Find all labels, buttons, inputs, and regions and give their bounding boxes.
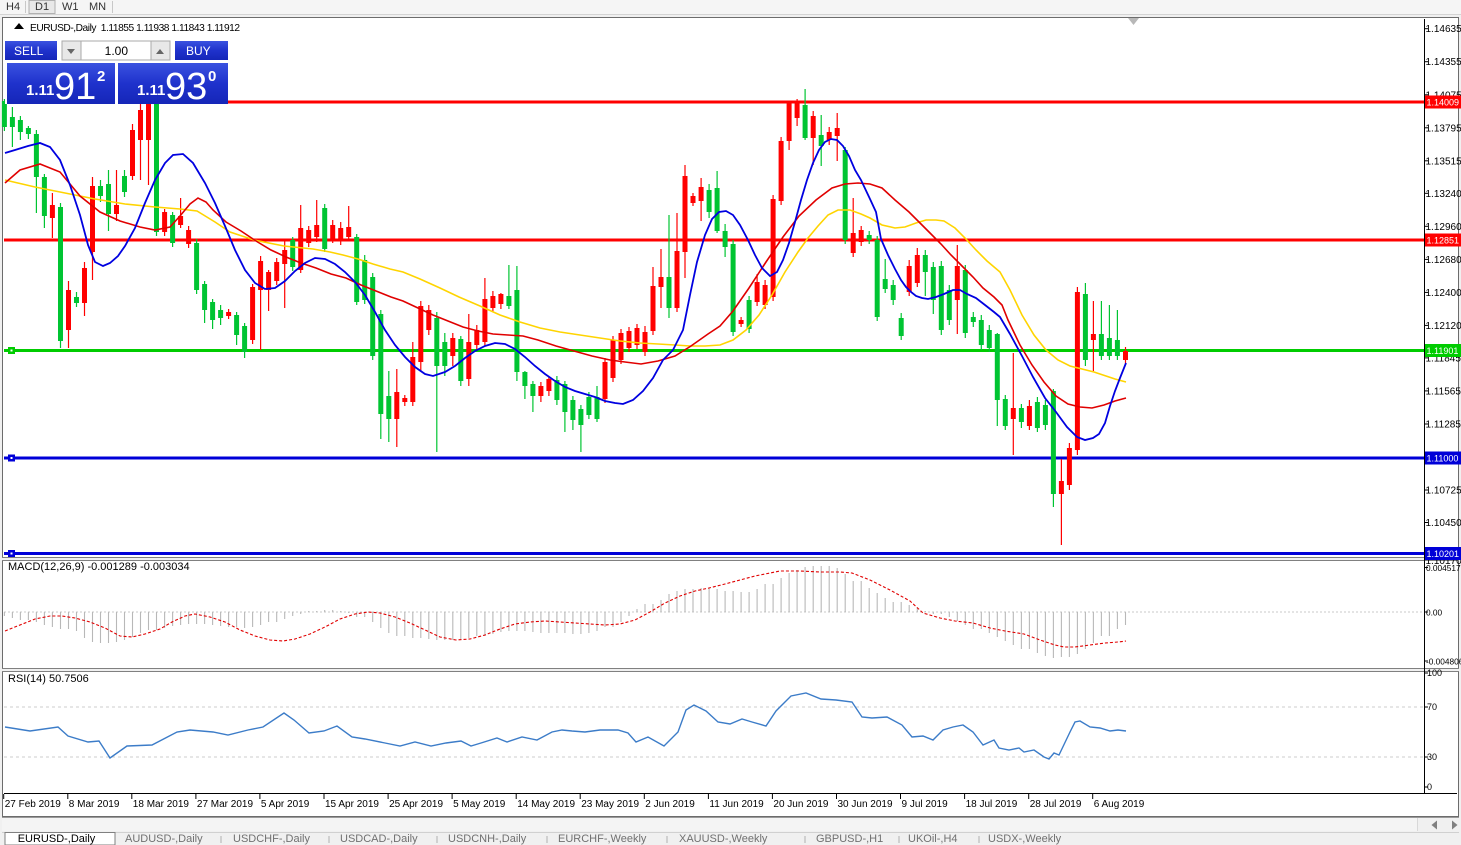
svg-text:1.11901: 1.11901 — [1427, 346, 1459, 356]
svg-text:1.13240: 1.13240 — [1426, 189, 1461, 200]
svg-text:1.11845: 1.11845 — [1426, 353, 1461, 364]
svg-text:30 Jun 2019: 30 Jun 2019 — [838, 799, 893, 810]
svg-text:2: 2 — [97, 68, 105, 85]
svg-text:14 May 2019: 14 May 2019 — [517, 799, 575, 810]
svg-text:1.10170: 1.10170 — [1426, 556, 1461, 567]
svg-text:EURUSD-,Daily: EURUSD-,Daily — [18, 833, 96, 845]
svg-text:1.11: 1.11 — [137, 82, 165, 99]
svg-text:20 Jun 2019: 20 Jun 2019 — [773, 799, 828, 810]
svg-text:1.14009: 1.14009 — [1427, 98, 1460, 108]
svg-text:EURUSD-,Daily 1.11855 1.11938: EURUSD-,Daily 1.11855 1.11938 1.11843 1.… — [30, 23, 240, 34]
svg-text:1.11565: 1.11565 — [1426, 386, 1461, 397]
svg-text:1.11000: 1.11000 — [1427, 454, 1459, 464]
svg-text:1.12400: 1.12400 — [1426, 288, 1461, 299]
svg-text:USDCNH-,Daily: USDCNH-,Daily — [448, 833, 527, 845]
svg-text:1.10725: 1.10725 — [1426, 486, 1461, 497]
svg-text:28 Jul 2019: 28 Jul 2019 — [1030, 799, 1082, 810]
svg-text:USDCAD-,Daily: USDCAD-,Daily — [340, 833, 418, 845]
svg-text:XAUUSD-,Weekly: XAUUSD-,Weekly — [679, 833, 768, 845]
svg-text:0: 0 — [1427, 782, 1432, 792]
svg-text:27 Feb 2019: 27 Feb 2019 — [5, 799, 62, 810]
svg-text:18 Jul 2019: 18 Jul 2019 — [966, 799, 1018, 810]
svg-text:AUDUSD-,Daily: AUDUSD-,Daily — [125, 833, 203, 845]
svg-text:0: 0 — [208, 68, 216, 85]
svg-text:W1: W1 — [62, 1, 79, 13]
svg-text:93: 93 — [165, 66, 207, 108]
svg-text:5 May 2019: 5 May 2019 — [453, 799, 506, 810]
svg-text:1.00: 1.00 — [105, 44, 129, 58]
svg-text:11 Jun 2019: 11 Jun 2019 — [709, 799, 764, 810]
svg-text:1.10450: 1.10450 — [1426, 518, 1461, 529]
svg-text:15 Apr 2019: 15 Apr 2019 — [325, 799, 379, 810]
svg-text:MN: MN — [89, 1, 106, 13]
svg-text:1.12851: 1.12851 — [1427, 236, 1460, 246]
svg-text:5 Apr 2019: 5 Apr 2019 — [261, 799, 310, 810]
svg-text:0.00: 0.00 — [1426, 608, 1443, 618]
svg-text:1.11285: 1.11285 — [1426, 420, 1461, 431]
svg-text:-0.004806: -0.004806 — [1426, 657, 1461, 667]
svg-text:2 Jun 2019: 2 Jun 2019 — [645, 799, 695, 810]
svg-text:RSI(14) 50.7506: RSI(14) 50.7506 — [8, 673, 89, 685]
svg-text:1.14355: 1.14355 — [1426, 57, 1461, 68]
svg-text:GBPUSD-,H1: GBPUSD-,H1 — [816, 833, 883, 845]
svg-text:18 Mar 2019: 18 Mar 2019 — [133, 799, 190, 810]
svg-text:MACD(12,26,9) -0.001289 -0.003: MACD(12,26,9) -0.001289 -0.003034 — [8, 561, 190, 573]
svg-text:D1: D1 — [35, 1, 49, 13]
svg-text:0.004517: 0.004517 — [1426, 563, 1461, 573]
svg-text:27 Mar 2019: 27 Mar 2019 — [197, 799, 254, 810]
svg-text:25 Apr 2019: 25 Apr 2019 — [389, 799, 443, 810]
svg-text:8 Mar 2019: 8 Mar 2019 — [69, 799, 120, 810]
svg-text:UKOil-,H4: UKOil-,H4 — [908, 833, 958, 845]
svg-text:1.12960: 1.12960 — [1426, 222, 1461, 233]
svg-text:1.13515: 1.13515 — [1426, 156, 1461, 167]
svg-text:SELL: SELL — [14, 44, 44, 58]
svg-text:6 Aug 2019: 6 Aug 2019 — [1094, 799, 1145, 810]
svg-text:1.14635: 1.14635 — [1426, 24, 1461, 35]
svg-text:EURCHF-,Weekly: EURCHF-,Weekly — [558, 833, 647, 845]
svg-text:1.11: 1.11 — [26, 82, 54, 99]
svg-text:100: 100 — [1427, 668, 1442, 678]
svg-text:BUY: BUY — [186, 44, 211, 58]
svg-text:H4: H4 — [6, 1, 20, 13]
svg-text:USDCHF-,Daily: USDCHF-,Daily — [233, 833, 311, 845]
svg-text:1.13795: 1.13795 — [1426, 123, 1461, 134]
svg-text:1.12120: 1.12120 — [1426, 321, 1461, 332]
svg-text:30: 30 — [1427, 752, 1437, 762]
svg-text:91: 91 — [54, 66, 96, 108]
svg-text:1.12680: 1.12680 — [1426, 255, 1461, 266]
svg-text:70: 70 — [1427, 702, 1437, 712]
svg-text:9 Jul 2019: 9 Jul 2019 — [902, 799, 949, 810]
svg-text:USDX-,Weekly: USDX-,Weekly — [988, 833, 1062, 845]
svg-text:1.10201: 1.10201 — [1427, 549, 1460, 559]
svg-text:23 May 2019: 23 May 2019 — [581, 799, 639, 810]
